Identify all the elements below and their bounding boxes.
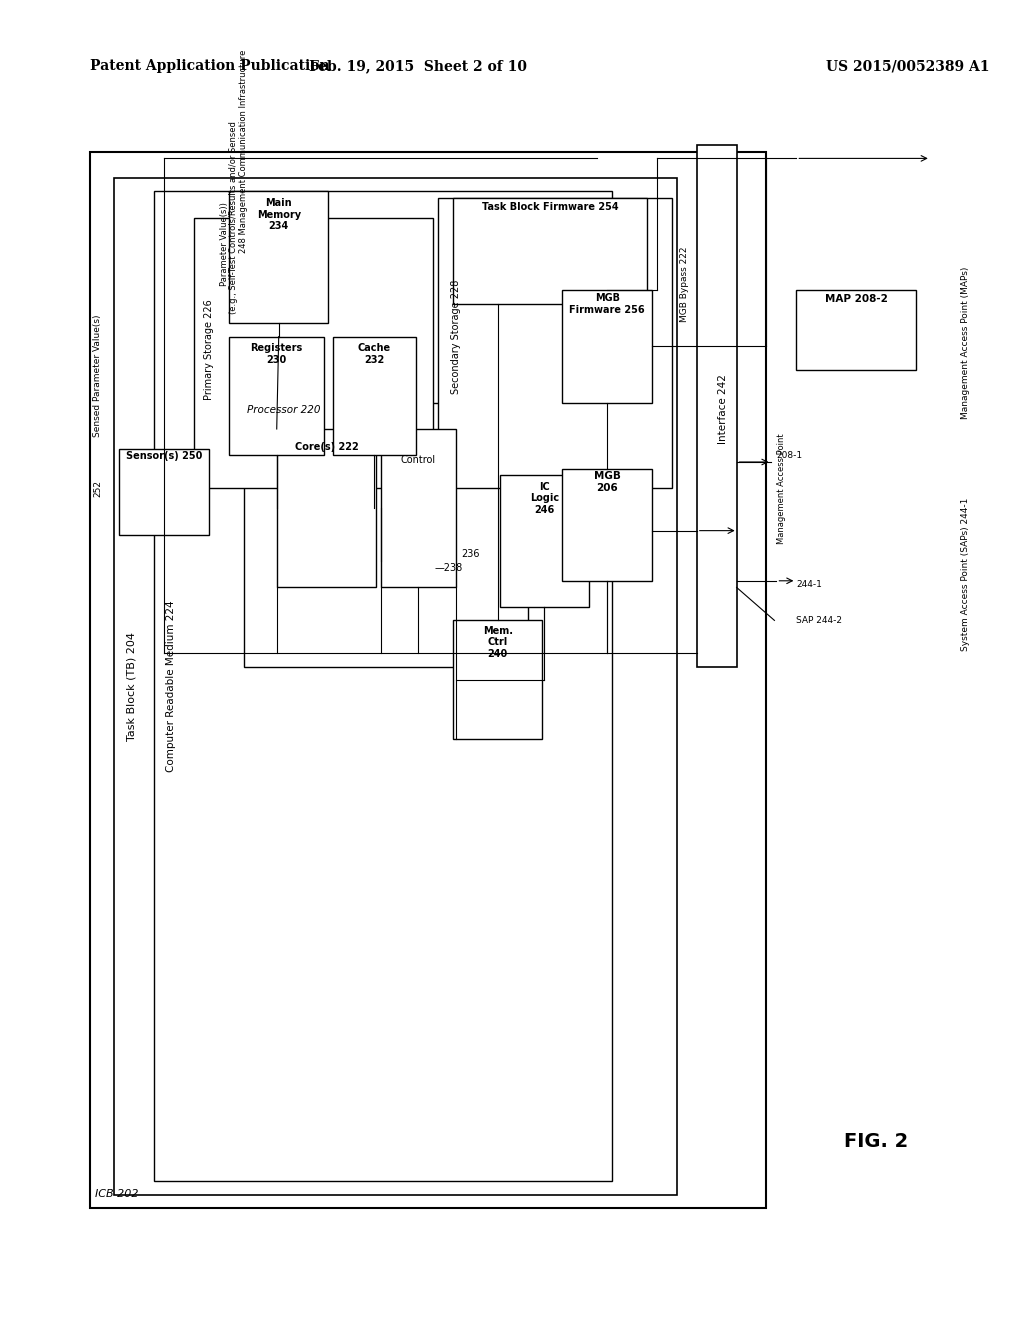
Text: Sensed Parameter Value(s): Sensed Parameter Value(s) [93,315,102,437]
FancyBboxPatch shape [244,403,527,667]
FancyBboxPatch shape [120,449,209,535]
FancyBboxPatch shape [562,290,652,403]
Text: 244-1: 244-1 [797,581,822,589]
Text: Main
Memory
234: Main Memory 234 [257,198,301,231]
Text: Computer Readable Medium 224: Computer Readable Medium 224 [166,601,176,772]
Text: Secondary Storage 228: Secondary Storage 228 [451,280,461,393]
Text: Task Block Firmware 254: Task Block Firmware 254 [482,202,618,213]
FancyBboxPatch shape [453,198,647,304]
Text: Cache
232: Cache 232 [357,343,391,364]
Text: Core(s) 222: Core(s) 222 [295,442,358,453]
Text: IC
Logic
246: IC Logic 246 [530,482,559,515]
Text: MGB Bypass 222: MGB Bypass 222 [680,246,689,322]
FancyBboxPatch shape [115,178,677,1195]
Text: ICB 202: ICB 202 [94,1188,138,1199]
Text: Management Access Point: Management Access Point [777,433,785,544]
Text: MGB
Firmware 256: MGB Firmware 256 [569,293,645,314]
Text: FIG. 2: FIG. 2 [844,1133,908,1151]
FancyBboxPatch shape [229,191,329,323]
FancyBboxPatch shape [797,290,915,370]
Text: Interface 242: Interface 242 [718,375,728,444]
Text: Control: Control [400,455,435,466]
FancyBboxPatch shape [89,152,767,1208]
FancyBboxPatch shape [155,191,612,1181]
FancyBboxPatch shape [696,145,736,667]
FancyBboxPatch shape [562,469,652,581]
Text: System Access Point (SAPs) 244-1: System Access Point (SAPs) 244-1 [962,498,970,651]
Text: SAP 244-2: SAP 244-2 [797,616,843,624]
FancyBboxPatch shape [438,198,672,488]
Text: MGB
206: MGB 206 [594,471,621,492]
FancyBboxPatch shape [453,620,543,739]
Text: 248 Management Communication Infrastructure: 248 Management Communication Infrastruct… [240,50,249,253]
Text: MAP 208-2: MAP 208-2 [824,294,888,305]
Text: 252: 252 [93,480,102,496]
FancyBboxPatch shape [500,475,589,607]
FancyBboxPatch shape [276,429,376,587]
Text: —238: —238 [435,562,463,573]
Text: 208-1: 208-1 [776,451,803,459]
Text: Sensor(s) 250: Sensor(s) 250 [126,451,203,462]
Text: Management Access Point (MAPs): Management Access Point (MAPs) [962,267,970,420]
Text: (e.g., Self-Test Controls/Results and/or Sensed: (e.g., Self-Test Controls/Results and/or… [229,121,239,314]
Text: Feb. 19, 2015  Sheet 2 of 10: Feb. 19, 2015 Sheet 2 of 10 [309,59,527,74]
Text: Patent Application Publication: Patent Application Publication [89,59,329,74]
FancyBboxPatch shape [229,337,324,455]
FancyBboxPatch shape [334,337,416,455]
Text: Parameter Value(s)): Parameter Value(s)) [220,202,229,286]
Text: Registers
230: Registers 230 [251,343,303,364]
Text: Mem.
Ctrl
240: Mem. Ctrl 240 [482,626,513,659]
Text: US 2015/0052389 A1: US 2015/0052389 A1 [826,59,989,74]
Text: Task Block (TB) 204: Task Block (TB) 204 [126,632,136,741]
Text: Processor 220: Processor 220 [247,405,321,416]
FancyBboxPatch shape [381,429,456,587]
FancyBboxPatch shape [195,218,433,488]
Text: Primary Storage 226: Primary Storage 226 [204,300,214,400]
Text: 236: 236 [461,549,479,560]
